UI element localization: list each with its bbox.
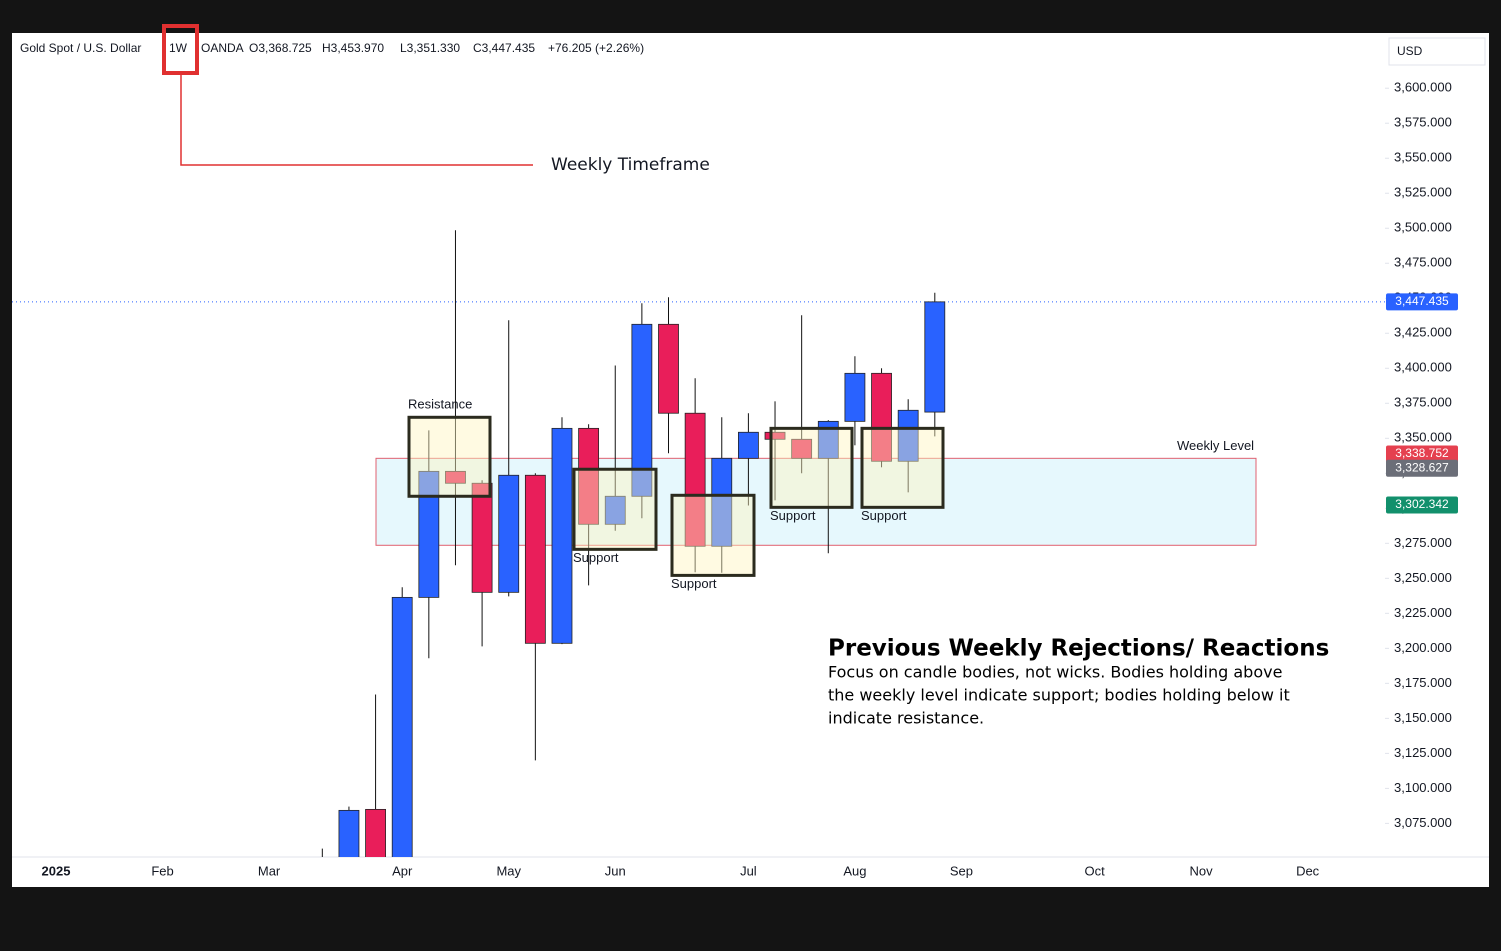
y-tick-label: 3,525.000 <box>1394 185 1452 200</box>
panel <box>12 33 1489 887</box>
x-tick-label: Oct <box>1084 863 1105 878</box>
candle-body <box>817 420 839 459</box>
candle-body <box>897 409 919 462</box>
y-tick-label: 3,150.000 <box>1394 710 1452 725</box>
y-tick-label: 3,425.000 <box>1394 325 1452 340</box>
text-title: Previous Weekly Rejections/ Reactions <box>828 636 1329 662</box>
zone-label: Support <box>861 508 907 523</box>
zone-label: Resistance <box>408 397 472 412</box>
y-tick-label: 3,200.000 <box>1394 640 1452 655</box>
y-tick-label: 3,575.000 <box>1394 115 1452 130</box>
candle-body <box>711 457 733 547</box>
zone-label: Support <box>573 550 619 565</box>
text-line: Focus on candle bodies, not wicks. Bodie… <box>828 663 1282 682</box>
ohlc-close: C3,447.435 <box>473 41 535 55</box>
price-badge <box>1386 459 1458 477</box>
x-tick-label: Mar <box>258 863 281 878</box>
x-tick-label: Sep <box>950 863 973 878</box>
candle-body <box>524 474 546 644</box>
exchange: OANDA <box>201 41 244 55</box>
price-badge-label: 3,338.752 <box>1395 446 1449 460</box>
x-tick-label: Aug <box>843 863 866 878</box>
currency-box <box>1388 37 1486 66</box>
price-badge <box>1386 496 1458 514</box>
ohlc-low: L3,351.330 <box>400 41 460 55</box>
candle-body <box>418 470 440 598</box>
y-tick-label: 3,400.000 <box>1394 360 1452 375</box>
x-tick-label: Nov <box>1190 863 1214 878</box>
zone-label: Support <box>770 508 816 523</box>
zone <box>407 415 492 498</box>
interval-highlight <box>162 24 199 75</box>
timeframe-note: Weekly Timeframe <box>551 155 710 175</box>
candle-body <box>737 431 759 459</box>
interval: 1W <box>169 41 188 55</box>
y-tick-label: 3,175.000 <box>1394 675 1452 690</box>
price-badge-label: 3,447.435 <box>1395 294 1449 308</box>
weekly-level-label: Weekly Level <box>1177 438 1254 453</box>
candle-body <box>551 427 573 644</box>
x-tick-label: May <box>496 863 521 878</box>
text-line: the weekly level indicate support; bodie… <box>828 686 1290 705</box>
y-tick-label: 3,375.000 <box>1394 395 1452 410</box>
candle-body <box>391 596 413 857</box>
currency: USD <box>1397 44 1423 58</box>
candle-body <box>604 495 626 525</box>
ohlc-open: O3,368.725 <box>249 41 312 55</box>
price-badge-label: 3,328.627 <box>1395 460 1449 474</box>
text-line: indicate resistance. <box>828 709 984 728</box>
ohlc-high: H3,453.970 <box>322 41 384 55</box>
candle-body <box>498 474 520 593</box>
y-tick-label: 3,250.000 <box>1394 570 1452 585</box>
plot <box>12 230 1385 857</box>
x-tick-label: Apr <box>392 863 413 878</box>
y-tick-label: 3,100.000 <box>1394 780 1452 795</box>
price-badge <box>1386 293 1458 311</box>
zone <box>670 493 756 577</box>
candle-body <box>578 427 600 525</box>
candle-body <box>924 301 946 413</box>
candle-body <box>365 808 386 857</box>
candle-body <box>471 482 493 593</box>
y-tick-label: 3,500.000 <box>1394 220 1452 235</box>
candle-body <box>871 372 892 462</box>
candle-body <box>844 372 866 422</box>
symbol: Gold Spot / U.S. Dollar <box>20 41 141 55</box>
weekly-level <box>375 457 1257 546</box>
candle-body <box>445 470 466 484</box>
candle-body <box>338 809 360 857</box>
candle-body <box>658 323 679 414</box>
y-tick-label: 3,350.000 <box>1394 430 1452 445</box>
connector <box>180 75 533 166</box>
x-tick-label: Jul <box>740 863 757 878</box>
x-tick-label: Feb <box>151 863 173 878</box>
zone <box>572 467 658 551</box>
price-badge <box>1386 445 1458 463</box>
y-tick-label: 3,075.000 <box>1394 815 1452 830</box>
zone <box>769 426 854 509</box>
y-tick-label: 3,125.000 <box>1394 745 1452 760</box>
x-tick-label: 2025 <box>42 863 71 878</box>
y-tick-label: 3,225.000 <box>1394 605 1452 620</box>
price-badge-label: 3,302.342 <box>1395 497 1449 511</box>
x-tick-label: Dec <box>1296 863 1320 878</box>
candle-body <box>684 412 706 547</box>
y-tick-label: 3,475.000 <box>1394 255 1452 270</box>
candle-body <box>631 323 653 497</box>
candle-body <box>791 438 813 459</box>
y-tick-label: 3,275.000 <box>1394 535 1452 550</box>
x-tick-label: Jun <box>605 863 626 878</box>
y-tick-label: 3,600.000 <box>1394 80 1452 95</box>
zone-label: Support <box>671 576 717 591</box>
zone <box>860 426 945 509</box>
candle-body <box>764 431 786 440</box>
ohlc-change: +76.205 (+2.26%) <box>548 41 644 55</box>
y-tick-label: 3,550.000 <box>1394 150 1452 165</box>
